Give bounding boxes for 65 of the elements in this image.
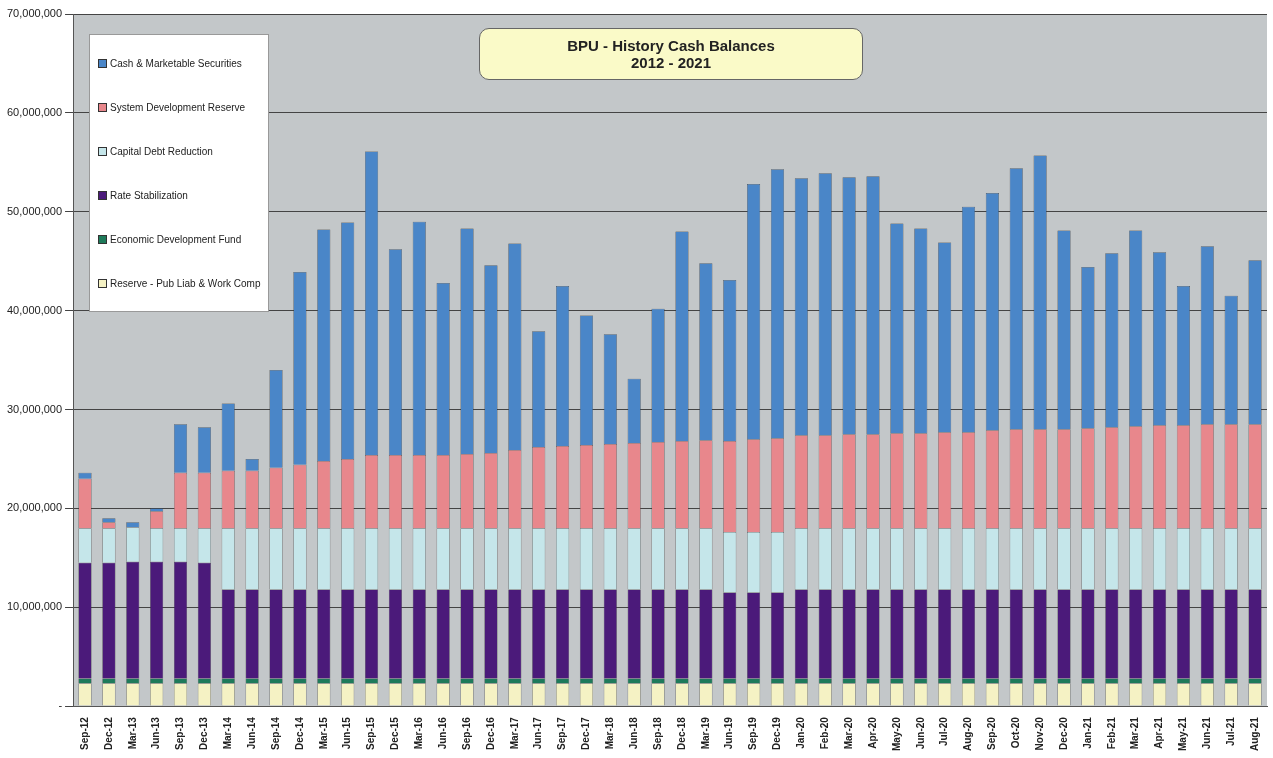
y-tick-label: 40,000,000 xyxy=(6,303,63,316)
x-tick-label: Dec-13 xyxy=(198,716,210,750)
x-tick-label: Sep-20 xyxy=(986,716,998,750)
x-tick-label: Dec-17 xyxy=(580,716,592,750)
x-tick-label: Mar-15 xyxy=(317,716,329,750)
x-tick-label: Mar-20 xyxy=(842,716,854,750)
x-tick-label: Aug-20 xyxy=(962,716,974,751)
x-tick-label: May-20 xyxy=(890,716,902,751)
x-tick-label: May-21 xyxy=(1177,716,1189,751)
x-tick-label: Sep-19 xyxy=(747,716,759,750)
x-tick-label: Sep-17 xyxy=(556,716,568,750)
x-tick-label: Jun-21 xyxy=(1201,716,1213,750)
x-tick-label: Jun-19 xyxy=(723,716,735,750)
x-tick-label: Apr-20 xyxy=(866,716,878,749)
x-tick-label: Sep-12 xyxy=(78,716,90,750)
x-tick-label: Feb-20 xyxy=(818,716,830,750)
x-tick-label: Sep-16 xyxy=(460,716,472,750)
x-tick-label: Jun-16 xyxy=(436,716,448,750)
x-tick-label: Apr-21 xyxy=(1153,716,1165,749)
x-tick-label: Sep-13 xyxy=(174,716,186,750)
x-tick-label: Jun-15 xyxy=(341,716,353,750)
x-tick-label: Dec-16 xyxy=(484,716,496,750)
legend-label: Economic Development Fund xyxy=(110,233,242,245)
x-tick-label: Nov-20 xyxy=(1033,716,1045,751)
title-panel: BPU - History Cash Balances 2012 - 2021 xyxy=(479,28,864,80)
x-tick-label: Sep-14 xyxy=(269,716,281,750)
x-tick-label: Dec-15 xyxy=(389,716,401,750)
x-tick-label: Jun-18 xyxy=(627,716,639,750)
x-tick-label: Dec-14 xyxy=(293,716,305,750)
x-tick-label: Mar-13 xyxy=(126,716,138,750)
x-tick-label: Mar-21 xyxy=(1129,716,1141,750)
y-tick-label: 50,000,000 xyxy=(6,204,63,217)
x-tick-label: Oct-20 xyxy=(1010,716,1022,749)
x-tick-label: Jul-20 xyxy=(938,716,950,746)
x-tick-label: Mar-14 xyxy=(222,716,234,750)
y-tick-label: 70,000,000 xyxy=(6,7,63,20)
x-tick-label: Jun-13 xyxy=(150,716,162,750)
legend-label: Rate Stabilization xyxy=(110,189,188,201)
x-tick-label: Dec-20 xyxy=(1057,716,1069,750)
x-tick-label: Dec-19 xyxy=(771,716,783,750)
x-tick-label: Feb-21 xyxy=(1105,716,1117,750)
x-tick-label: Mar-18 xyxy=(604,716,616,750)
x-tick-label: Jan-21 xyxy=(1081,716,1093,749)
x-tick-label: Jun-20 xyxy=(914,716,926,750)
legend-label: Capital Debt Reduction xyxy=(110,145,213,157)
x-tick-label: Jun-14 xyxy=(245,716,257,750)
x-tick-label: Mar-19 xyxy=(699,716,711,750)
y-tick-label: 10,000,000 xyxy=(6,600,63,613)
x-tick-label: Sep-18 xyxy=(651,716,663,750)
y-tick-label: 20,000,000 xyxy=(6,501,63,514)
x-tick-label: Dec-12 xyxy=(102,716,114,750)
y-tick-label: - xyxy=(58,699,63,712)
x-tick-label: Jul-21 xyxy=(1224,716,1236,746)
x-tick-label: Mar-17 xyxy=(508,716,520,750)
x-tick-label: Sep-15 xyxy=(365,716,377,750)
x-tick-label: Aug-21 xyxy=(1248,716,1260,751)
x-tick-label: Mar-16 xyxy=(413,716,425,750)
legend-label: Reserve - Pub Liab & Work Comp xyxy=(110,277,261,289)
legend-label: System Development Reserve xyxy=(110,101,246,113)
x-tick-label: Dec-18 xyxy=(675,716,687,750)
x-tick-label: Jun-17 xyxy=(532,716,544,750)
legend-label: Cash & Marketable Securities xyxy=(110,57,242,69)
y-tick-label: 30,000,000 xyxy=(6,402,63,415)
y-tick-label: 60,000,000 xyxy=(6,105,63,118)
x-tick-label: Jan-20 xyxy=(795,716,807,749)
